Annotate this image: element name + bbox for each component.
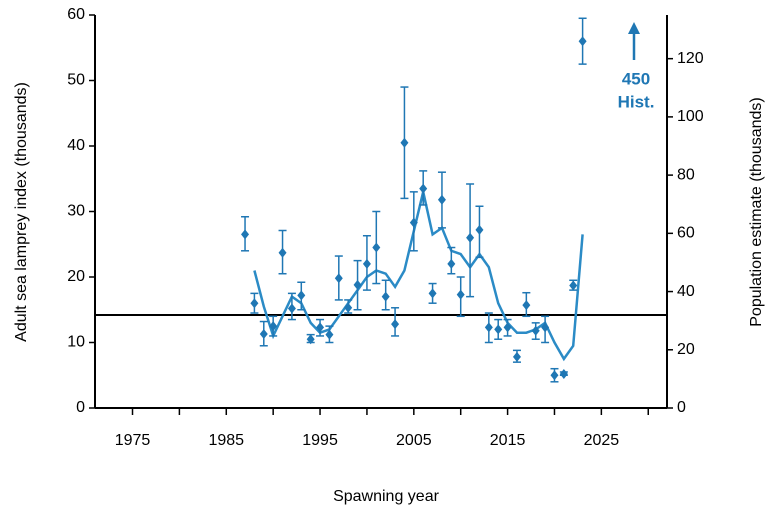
y-tick-label: 20 (67, 268, 85, 285)
point (306, 334, 315, 345)
point (578, 36, 587, 47)
x-tick-label: 2015 (490, 432, 526, 449)
y2-tick-label: 60 (677, 225, 695, 242)
y-axis-label: Adult sea lamprey index (thousands) (13, 82, 30, 342)
point (484, 322, 493, 333)
x-tick-label: 1995 (302, 432, 338, 449)
point (522, 300, 531, 311)
point (353, 279, 362, 290)
arrow-head (628, 22, 640, 34)
point (250, 298, 259, 309)
x-tick-label: 1985 (208, 432, 244, 449)
point (494, 324, 503, 335)
point (372, 242, 381, 253)
y2-tick-label: 0 (677, 399, 686, 416)
point (569, 280, 578, 291)
point (447, 258, 456, 269)
point (297, 290, 306, 301)
x-tick-label: 2005 (396, 432, 432, 449)
point (531, 325, 540, 336)
trend-line (253, 191, 584, 362)
point (316, 322, 325, 333)
point (541, 322, 550, 333)
y-tick-label: 40 (67, 137, 85, 154)
point (512, 351, 521, 362)
point (391, 319, 400, 330)
point (419, 183, 428, 194)
y-tick-label: 30 (67, 203, 85, 220)
point (456, 289, 465, 300)
y-tick-label: 60 (67, 6, 85, 23)
point (550, 370, 559, 381)
y-tick-label: 10 (67, 334, 85, 351)
annotation: Hist. (618, 92, 655, 111)
point (269, 321, 278, 332)
y-tick-label: 0 (76, 399, 85, 416)
point (475, 224, 484, 235)
y2-tick-label: 120 (677, 50, 704, 67)
point (259, 328, 268, 339)
point (409, 217, 418, 228)
point (362, 258, 371, 269)
y2-tick-label: 80 (677, 166, 695, 183)
y2-tick-label: 100 (677, 108, 704, 125)
y2-tick-label: 40 (677, 283, 695, 300)
y-tick-label: 50 (67, 72, 85, 89)
y2-tick-label: 20 (677, 341, 695, 358)
x-tick-label: 1975 (115, 432, 151, 449)
point (437, 194, 446, 205)
annotation: 450 (622, 69, 650, 88)
point (334, 273, 343, 284)
point (278, 247, 287, 258)
y2-axis-label: Population estimate (thousands) (748, 97, 765, 326)
point (466, 232, 475, 243)
point (503, 322, 512, 333)
point (325, 329, 334, 340)
point (241, 229, 250, 240)
x-tick-label: 2025 (584, 432, 620, 449)
point (559, 368, 568, 379)
point (287, 303, 296, 314)
point (428, 288, 437, 299)
point (381, 291, 390, 302)
point (400, 137, 409, 148)
x-axis-label: Spawning year (333, 488, 440, 505)
point (344, 302, 353, 313)
